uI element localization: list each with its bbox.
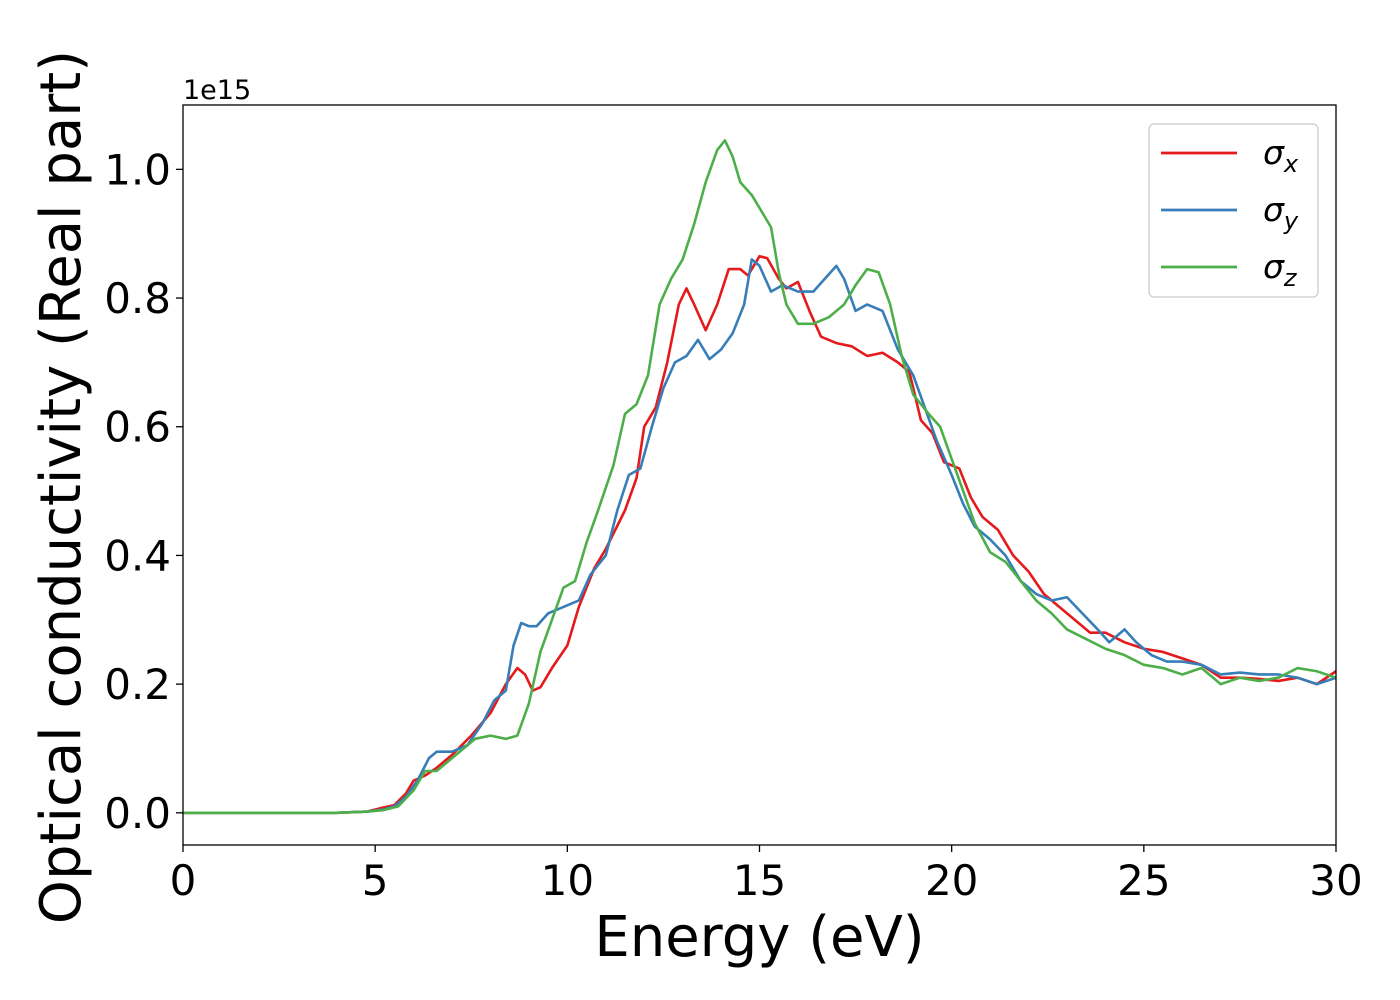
x-tick-label: 20 xyxy=(925,856,978,905)
y-offset-label: 1e15 xyxy=(183,75,251,106)
x-tick-label: 10 xyxy=(541,856,594,905)
series-line-z xyxy=(183,139,1336,815)
y-tick-label: 0.6 xyxy=(104,403,171,452)
x-tick-label: 0 xyxy=(170,856,197,905)
series-layer xyxy=(183,139,1336,815)
y-tick-label: 0.0 xyxy=(104,789,171,838)
y-tick-label: 0.8 xyxy=(104,274,171,323)
x-tick-label: 15 xyxy=(733,856,786,905)
y-tick-label: 0.4 xyxy=(104,531,171,580)
series-line-x xyxy=(183,254,1336,815)
x-tick-label: 5 xyxy=(362,856,389,905)
x-axis: 0 5 10 15 20 25 30 xyxy=(170,845,1363,905)
y-axis-label: Optical conductivity (Real part) xyxy=(29,50,94,924)
x-tick-label: 30 xyxy=(1309,856,1362,905)
y-axis: 0.0 0.2 0.4 0.6 0.8 1.0 xyxy=(104,145,183,838)
y-tick-label: 1.0 xyxy=(104,145,171,194)
x-axis-label: Energy (eV) xyxy=(594,905,924,970)
y-tick-label: 0.2 xyxy=(104,660,171,709)
series-line-y xyxy=(183,258,1336,815)
x-tick-label: 25 xyxy=(1117,856,1170,905)
